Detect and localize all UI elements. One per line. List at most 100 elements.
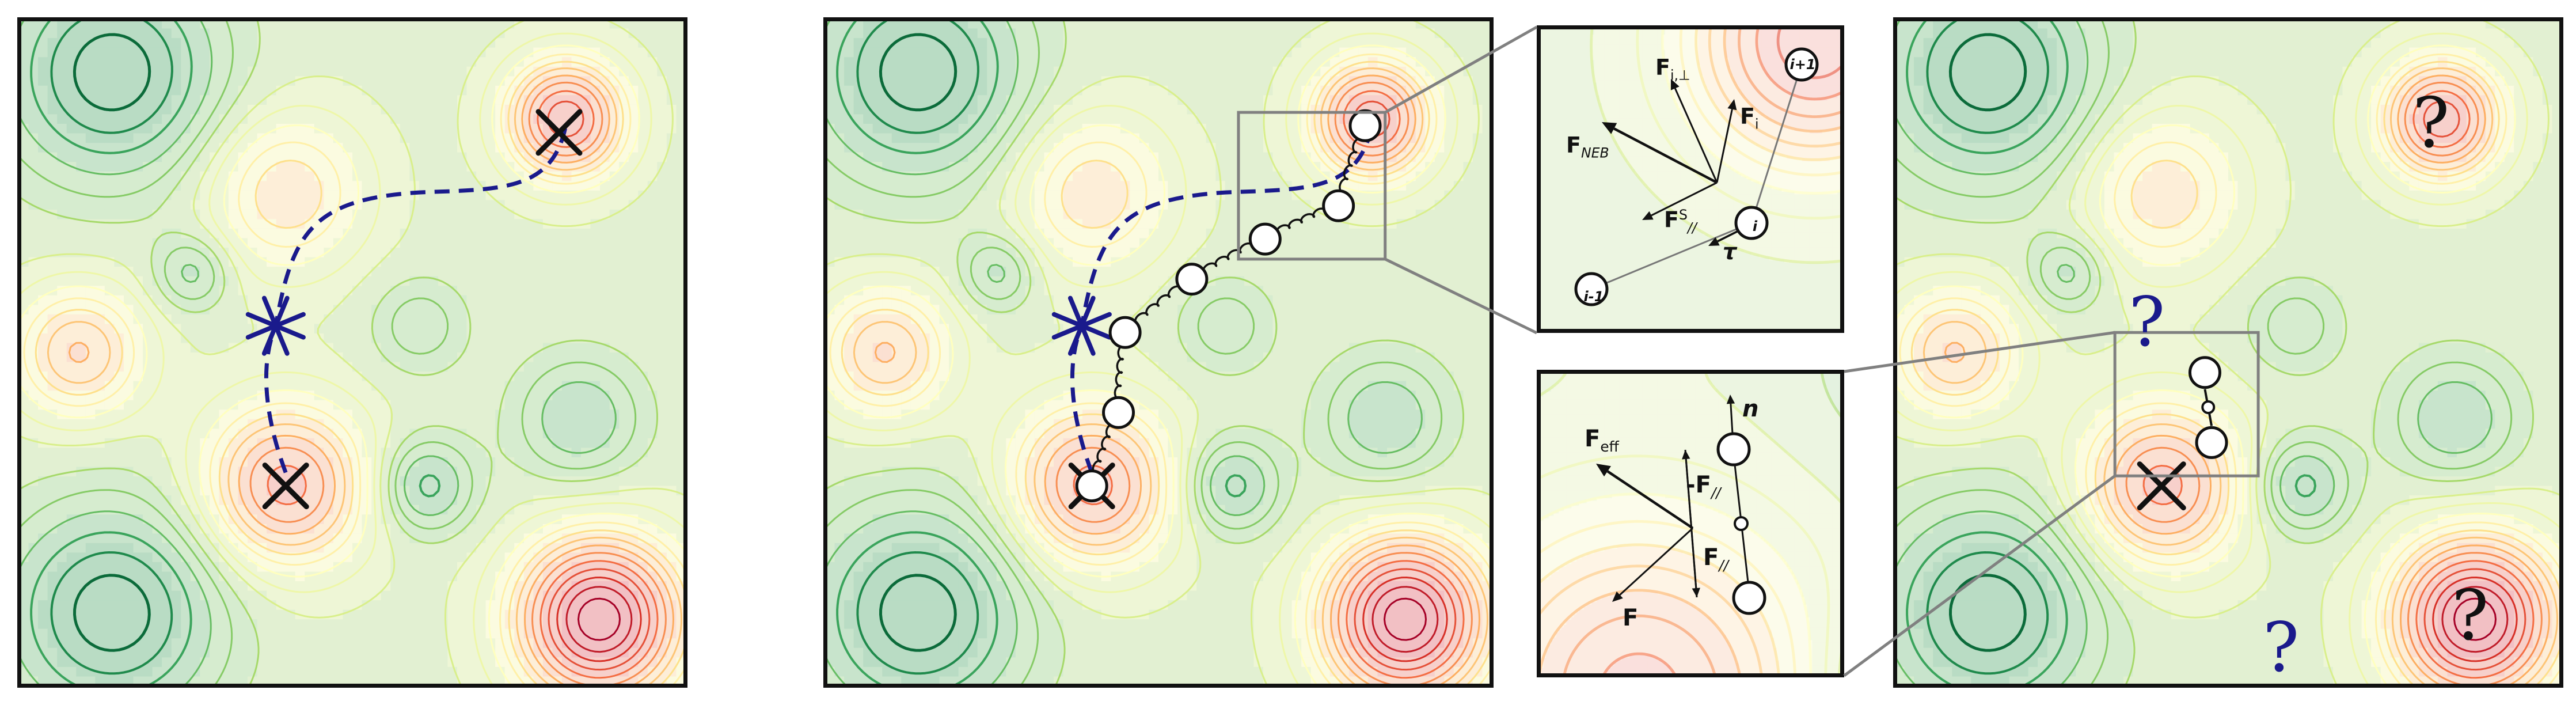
contour-level	[19, 44, 686, 686]
image-label-prev: i-1	[1576, 290, 1611, 304]
landscape-fill	[19, 19, 686, 686]
label-f-eff: Feff	[1585, 427, 1619, 454]
image-current-node	[1734, 206, 1769, 240]
contour-level	[1563, 614, 1716, 676]
arrow-normal-n	[1726, 395, 1735, 434]
contour-level	[2432, 577, 2518, 662]
contour-level	[1384, 597, 1427, 641]
label-normal-n: n	[1742, 397, 1758, 420]
contour-level	[47, 67, 682, 686]
neb-image-node	[1175, 263, 1209, 296]
minimum-x-cross-icon	[2137, 461, 2186, 511]
contour-lines	[19, 19, 686, 686]
contour-level	[23, 53, 686, 686]
contour-level	[1944, 74, 2550, 686]
contour-level	[19, 19, 637, 686]
contour-level	[829, 53, 1492, 686]
image-label-next: i+1	[1785, 58, 1820, 71]
neb-image-node	[1348, 109, 1382, 142]
inset-contour	[1538, 372, 1842, 676]
contour-level	[1538, 520, 1797, 676]
label-f-spring-parallel: FS//	[1664, 208, 1697, 235]
contour-level	[35, 60, 686, 686]
label-f: F	[1623, 607, 1638, 630]
question-mark-bottom-right: ?	[2452, 582, 2488, 651]
contour-level	[73, 33, 151, 652]
contour-level	[1899, 53, 2562, 686]
contour-level	[19, 19, 686, 686]
inset-contour	[1538, 27, 1842, 331]
question-mark-top-right: ?	[2412, 89, 2449, 158]
contour-lines	[1538, 372, 1842, 676]
label-f-neb: FNEB	[1566, 134, 1609, 160]
contour-level	[30, 19, 441, 686]
dimer-center-node	[1734, 516, 1749, 531]
contour-level	[825, 19, 1443, 686]
contour-level	[19, 32, 686, 686]
dashed-reaction-path	[264, 125, 568, 473]
contour-level	[1538, 564, 1763, 676]
arrow-f-eff	[1596, 464, 1694, 529]
arrow-f-parallel	[1684, 449, 1700, 597]
minimum-x-cross-icon	[262, 463, 309, 510]
dimer-center-node	[2201, 400, 2216, 414]
contour-level	[2142, 90, 2535, 679]
neb-image-node	[1248, 222, 1282, 256]
contour-map	[19, 19, 686, 686]
contour-level	[1371, 586, 1439, 653]
image-next-node	[1784, 47, 1819, 82]
neb-image-node	[1108, 316, 1142, 349]
landscape-fill	[1538, 372, 1842, 676]
label-f-perp: Fi,⊥	[1655, 56, 1690, 82]
label-f-parallel: F//	[1703, 546, 1728, 573]
contour-map	[825, 19, 1492, 686]
contour-level	[856, 19, 979, 675]
neb-image-node	[1322, 189, 1355, 222]
contour-level	[565, 586, 633, 653]
contour-level	[1362, 577, 1448, 662]
panel-landscape-path	[19, 19, 686, 686]
label-tau: τ	[1723, 241, 1737, 263]
dimer-image-node	[2195, 426, 2228, 459]
contour-level	[825, 32, 1492, 686]
question-mark-blue-upper-left: ?	[2129, 288, 2165, 356]
panel-neb-chain	[825, 19, 1492, 686]
image-label-current: i	[1738, 219, 1772, 233]
contour-level	[2441, 586, 2509, 653]
contour-level	[1602, 652, 1677, 676]
neb-image-node	[1102, 396, 1135, 429]
saddle-point-star-icon	[1051, 295, 1112, 356]
contour-level	[577, 597, 621, 641]
contour-level	[825, 19, 1423, 686]
landscape-fill	[825, 19, 1492, 686]
saddle-point-star-icon	[245, 295, 306, 356]
neb-image-node	[1075, 469, 1108, 503]
contour-level	[836, 19, 1247, 686]
chain-segment	[1591, 222, 1752, 290]
dimer-image-node	[2188, 356, 2221, 389]
minimum-x-cross-icon	[535, 109, 583, 156]
contour-level	[556, 577, 642, 662]
inset-neb-forces	[1538, 27, 1842, 331]
arrow-f-spring	[1642, 181, 1718, 220]
contour-level	[19, 19, 617, 686]
arrow-f-i	[1716, 99, 1737, 183]
dimer-image-node	[1716, 432, 1751, 467]
contour-level	[50, 19, 173, 675]
contour-level	[2423, 100, 2526, 671]
arrow-tau	[1708, 230, 1738, 246]
contour-level	[879, 33, 958, 652]
question-mark-blue-bottom: ?	[2263, 613, 2299, 681]
label-neg-f-parallel: -F//	[1686, 473, 1721, 501]
arrow-f-perp	[1670, 79, 1718, 183]
zoom-box	[2113, 331, 2260, 477]
dimer-image-node	[1732, 581, 1766, 615]
contour-level	[1538, 589, 1742, 676]
zoom-box	[1237, 111, 1387, 261]
dashed-reaction-path	[1070, 125, 1374, 473]
contour-level	[249, 81, 667, 686]
inset-dimer-forces	[1538, 372, 1842, 676]
image-prev-node	[1574, 272, 1609, 306]
contour-lines	[825, 19, 1492, 686]
contour-level	[2125, 81, 2543, 686]
